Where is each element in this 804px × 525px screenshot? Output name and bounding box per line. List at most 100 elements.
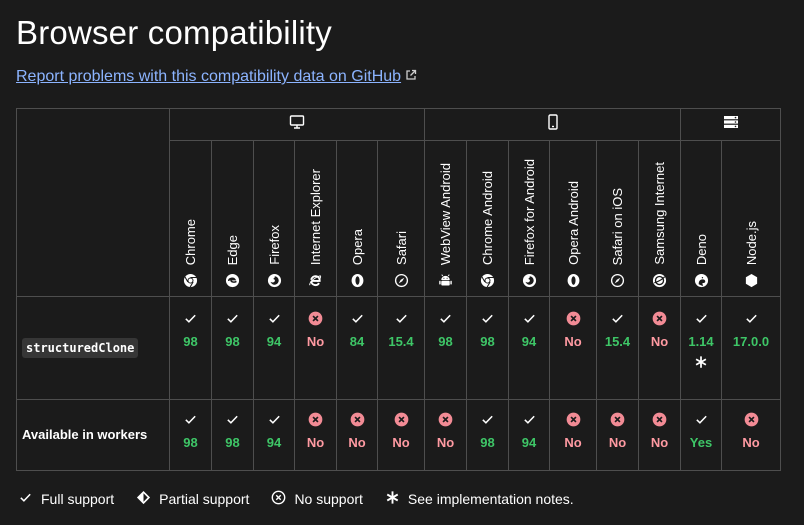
support-cell[interactable]: 94 <box>508 399 550 471</box>
support-content: Yes <box>681 400 721 470</box>
support-content: No <box>550 297 596 399</box>
cross-icon <box>438 412 453 427</box>
support-content: No <box>295 297 336 399</box>
support-cell[interactable]: No <box>638 399 681 471</box>
support-cell[interactable]: 84 <box>336 296 378 400</box>
support-content: 15.4 <box>597 297 638 399</box>
support-cell[interactable]: No <box>721 399 781 471</box>
support-content: No <box>722 400 780 470</box>
browser-header-content: WebView Android <box>425 163 466 288</box>
support-cell[interactable]: 98 <box>169 399 212 471</box>
feature-name-cell: structuredClone <box>16 296 170 400</box>
version-label: 98 <box>225 435 240 450</box>
version-label: No <box>650 334 669 349</box>
version-label: No <box>742 435 760 450</box>
check-icon <box>480 311 495 326</box>
support-cell[interactable]: No <box>549 296 597 400</box>
support-content: No <box>639 297 680 399</box>
version-label: 94 <box>521 435 537 450</box>
support-cell[interactable]: Yes <box>680 399 722 471</box>
asterisk-icon <box>385 490 408 508</box>
cross-icon <box>350 412 365 427</box>
support-cell[interactable]: No <box>638 296 681 400</box>
support-cell[interactable]: No <box>596 399 639 471</box>
android-icon <box>438 273 453 288</box>
browser-name: Safari on iOS <box>610 187 625 265</box>
support-content: 98 <box>170 297 211 399</box>
support-cell[interactable]: No <box>294 296 337 400</box>
cross-icon <box>308 311 323 326</box>
browser-header: Chrome <box>169 140 212 297</box>
browser-name: Firefox for Android <box>521 158 537 265</box>
version-label: No <box>608 435 627 450</box>
version-label: 98 <box>438 334 453 349</box>
feature-name-cell: Available in workers <box>16 399 170 471</box>
browser-name: Samsung Internet <box>652 162 667 265</box>
support-cell[interactable]: 98 <box>466 296 509 400</box>
browser-header: Node.js <box>721 140 781 297</box>
support-cell[interactable]: No <box>377 399 425 471</box>
support-cell[interactable]: No <box>424 399 467 471</box>
browser-header-content: Chrome Android <box>467 171 508 288</box>
support-cell[interactable]: 1.14 <box>680 296 722 400</box>
deno-icon <box>694 273 709 288</box>
chrome-icon <box>480 273 495 288</box>
check-icon <box>438 311 453 326</box>
compat-table: Chrome Edge Firefox Internet Explorer Opera S… <box>16 108 781 471</box>
support-cell[interactable]: 94 <box>508 296 550 400</box>
check-icon <box>267 412 282 427</box>
version-label: 98 <box>480 435 495 450</box>
browser-name: WebView Android <box>438 162 453 265</box>
support-cell[interactable]: 94 <box>253 296 295 400</box>
check-icon <box>694 412 709 427</box>
support-content: No <box>378 400 424 470</box>
check-icon <box>225 311 240 326</box>
support-cell[interactable]: No <box>549 399 597 471</box>
version-label: 15.4 <box>388 334 414 349</box>
version-label: 94 <box>266 435 282 450</box>
version-label: 1.14 <box>688 334 714 349</box>
support-content: 84 <box>337 297 377 399</box>
support-cell[interactable]: 15.4 <box>377 296 425 400</box>
version-label: No <box>650 435 669 450</box>
support-cell[interactable]: No <box>336 399 378 471</box>
browser-name: Opera <box>349 228 365 265</box>
support-cell[interactable]: 98 <box>211 296 254 400</box>
feature-name: structuredClone <box>22 338 139 358</box>
legend-label: No support <box>294 491 363 507</box>
support-cell[interactable]: 98 <box>424 296 467 400</box>
version-label: No <box>392 435 410 450</box>
support-cell[interactable]: 98 <box>466 399 509 471</box>
check-icon <box>610 311 625 326</box>
report-problems-link[interactable]: Report problems with this compatibility … <box>16 68 417 86</box>
support-cell[interactable]: 98 <box>169 296 212 400</box>
check-icon <box>183 412 198 427</box>
browser-name: Opera Android <box>565 181 581 265</box>
browser-header: Safari on iOS <box>596 140 639 297</box>
opera-icon <box>350 273 365 288</box>
check-icon <box>394 311 409 326</box>
support-cell[interactable]: 98 <box>211 399 254 471</box>
legend-item: Full support <box>18 490 114 508</box>
check-icon <box>18 490 41 508</box>
version-label: 98 <box>183 334 198 349</box>
cross-icon <box>652 311 667 326</box>
cross-icon <box>652 412 667 427</box>
support-content: No <box>597 400 638 470</box>
browser-header: Internet Explorer <box>294 140 337 297</box>
mobile-icon <box>545 114 561 134</box>
support-cell[interactable]: 17.0.0 <box>721 296 781 400</box>
support-cell[interactable]: 94 <box>253 399 295 471</box>
version-label: 98 <box>183 435 198 450</box>
support-cell[interactable]: No <box>294 399 337 471</box>
support-content: 1.14 <box>681 297 721 399</box>
version-label: No <box>436 435 455 450</box>
cross-icon <box>308 412 323 427</box>
browser-header-content: Samsung Internet <box>639 162 680 288</box>
edge-icon <box>225 273 240 288</box>
support-cell[interactable]: 15.4 <box>596 296 639 400</box>
legend-label: Partial support <box>159 491 250 507</box>
platform-row <box>16 108 781 297</box>
check-icon <box>183 311 198 326</box>
server-icon <box>723 116 739 134</box>
